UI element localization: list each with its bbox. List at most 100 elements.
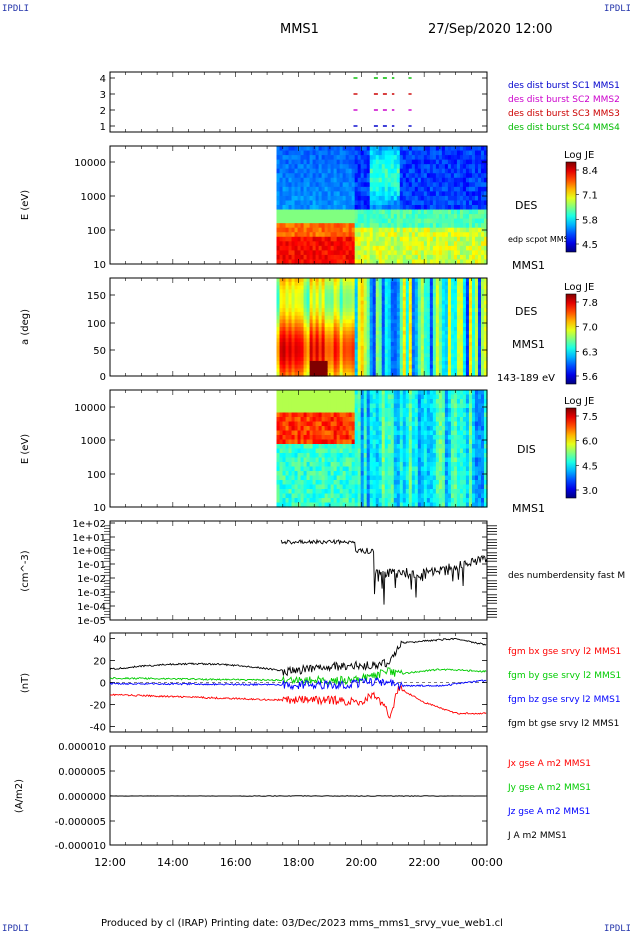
footer-credits: Produced by cl (IRAP) Printing date: 03/… xyxy=(101,918,503,929)
bfield-ytick-label: -20 xyxy=(90,701,106,712)
x-tick-label: 22:00 xyxy=(408,856,440,869)
start-datetime: 27/Sep/2020 12:00 xyxy=(428,22,553,37)
burst-legend-entry: des dist burst SC2 MMS2 xyxy=(508,95,620,105)
current-ytick-label: 0.000010 xyxy=(58,742,106,753)
burst-legend-entry: des dist burst SC1 MMS1 xyxy=(508,81,620,91)
dis-energy-colorbar-tick-label: 3.0 xyxy=(582,486,598,497)
bfield-trace-3 xyxy=(109,677,487,691)
des-pitch-bottom-label: 143-189 eV xyxy=(497,373,555,384)
bfield-trace-2 xyxy=(109,666,487,686)
bfield-ytick-label: -40 xyxy=(90,723,106,734)
current-ytick-label: -0.000005 xyxy=(55,817,106,828)
des-pitch-colorbar-tick-label: 5.6 xyxy=(582,372,598,383)
dis-energy-bottom-label: MMS1 xyxy=(512,502,545,515)
x-tick-label: 18:00 xyxy=(283,856,315,869)
des-pitch-colorbar xyxy=(565,293,577,385)
density-ytick-label: 1e-05 xyxy=(77,616,106,627)
x-tick-label: 14:00 xyxy=(157,856,189,869)
des-energy-colorbar-tick-label: 5.8 xyxy=(582,215,598,226)
burst-legend-entry: des dist burst SC3 MMS3 xyxy=(508,109,620,119)
dis-energy-instrument-label: DIS xyxy=(517,443,536,456)
burst-ytick-label: 1 xyxy=(100,122,106,133)
des-pitch-colorbar-tick-label: 7.0 xyxy=(582,323,598,334)
dis-energy-ylabel: E (eV) xyxy=(20,434,31,464)
des-energy-colorbar-title: Log JE xyxy=(564,150,594,161)
density-ytick-label: 1e+02 xyxy=(72,519,106,530)
current-ytick-label: 0.000005 xyxy=(58,767,106,778)
dis-energy-colorbar-title: Log JE xyxy=(564,396,594,407)
current-legend-entry: J A m2 MMS1 xyxy=(507,831,567,841)
des-pitch-instrument-label: DES xyxy=(515,305,537,318)
mission-title: MMS1 xyxy=(280,22,319,37)
des-energy-ytick-label: 100 xyxy=(87,226,106,237)
burst-ytick-label: 2 xyxy=(100,106,106,117)
dis-energy-ytick-label: 10000 xyxy=(74,403,106,414)
bfield-trace-4 xyxy=(109,637,487,677)
bfield-legend-entry: fgm bt gse srvy l2 MMS1 xyxy=(508,719,619,729)
dis-energy-spectrogram xyxy=(276,390,488,508)
dis-energy-colorbar-tick-label: 4.5 xyxy=(582,461,598,472)
density-trace xyxy=(280,538,488,605)
corner-label-bottom-right: IPDLI xyxy=(604,924,630,934)
des-energy-side-label: edp scpot MMS1 xyxy=(508,235,574,244)
dis-energy-ytick-label: 1000 xyxy=(81,436,106,447)
corner-label-bottom-left: IPDLI xyxy=(2,924,30,934)
dis-energy-colorbar xyxy=(565,407,577,499)
bfield-ylabel: (nT) xyxy=(20,673,31,693)
des-energy-ytick-label: 1000 xyxy=(81,192,106,203)
des-energy-colorbar-tick-label: 7.1 xyxy=(582,191,598,202)
density-ytick-label: 1e-04 xyxy=(77,602,106,613)
corner-label-top-right: IPDLI xyxy=(604,4,630,14)
bfield-trace-1 xyxy=(109,685,487,719)
density-ytick-label: 1e-03 xyxy=(77,588,106,599)
bfield-ytick-label: 20 xyxy=(93,657,106,668)
burst-ytick-label: 3 xyxy=(100,90,106,101)
des-energy-colorbar-tick-label: 8.4 xyxy=(582,166,598,177)
density-ytick-label: 1e-01 xyxy=(77,560,106,571)
des-energy-colorbar-tick-label: 4.5 xyxy=(582,240,598,251)
density-series-label: des numberdensity fast M xyxy=(508,571,625,581)
des-pitch-mid-label: MMS1 xyxy=(512,338,545,351)
current-trace xyxy=(110,795,486,797)
current-legend-entry: Jy gse A m2 MMS1 xyxy=(507,783,591,793)
current-legend-entry: Jz gse A m2 MMS1 xyxy=(507,807,590,817)
density-ytick-label: 1e+01 xyxy=(72,533,106,544)
dis-energy-ytick-label: 100 xyxy=(87,470,106,481)
density-ylabel: (cm^-3) xyxy=(20,550,31,591)
des-energy-instrument-label: DES xyxy=(515,199,537,212)
x-tick-label: 20:00 xyxy=(345,856,377,869)
bfield-ytick-label: 40 xyxy=(93,635,106,646)
des-pitch-ytick-label: 150 xyxy=(87,291,106,302)
density-ytick-label: 1e-02 xyxy=(77,574,106,585)
current-ylabel: (A/m2) xyxy=(14,779,25,813)
des-pitch-ylabel: a (deg) xyxy=(20,309,31,345)
current-legend-entry: Jx gse A m2 MMS1 xyxy=(507,759,591,769)
des-energy-ylabel: E (eV) xyxy=(20,190,31,220)
dis-energy-colorbar-tick-label: 7.5 xyxy=(582,412,598,423)
des-pitch-colorbar-tick-label: 7.8 xyxy=(582,298,598,309)
burst-legend-entry: des dist burst SC4 MMS4 xyxy=(508,123,620,133)
bfield-legend-entry: fgm by gse srvy l2 MMS1 xyxy=(508,671,621,681)
current-ytick-label: 0.000000 xyxy=(58,792,106,803)
bfield-ytick-label: 0 xyxy=(100,679,106,690)
des-pitch-ytick-label: 50 xyxy=(93,346,106,357)
des-energy-ytick-label: 10000 xyxy=(74,158,106,169)
dis-energy-ytick-label: 10 xyxy=(93,503,106,514)
des-pitch-colorbar-title: Log JE xyxy=(564,282,594,293)
des-energy-bottom-label: MMS1 xyxy=(512,259,545,272)
density-ytick-label: 1e+00 xyxy=(72,546,106,557)
dis-energy-colorbar-tick-label: 6.0 xyxy=(582,437,598,448)
burst-ytick-label: 4 xyxy=(100,74,106,85)
x-tick-label: 00:00 xyxy=(471,856,503,869)
des-energy-ytick-label: 10 xyxy=(93,260,106,271)
des-pitch-ytick-label: 0 xyxy=(100,372,106,383)
current-ytick-label: -0.000010 xyxy=(55,841,106,852)
corner-label-top-left: IPDLI xyxy=(2,4,30,14)
x-tick-label: 16:00 xyxy=(220,856,252,869)
burst-panel-frame xyxy=(109,71,488,133)
des-pitch-ytick-label: 100 xyxy=(87,319,106,330)
des-pitch-colorbar-tick-label: 6.3 xyxy=(582,347,598,358)
bfield-legend-entry: fgm bz gse srvy l2 MMS1 xyxy=(508,695,621,705)
des-energy-spectrogram xyxy=(276,146,488,265)
